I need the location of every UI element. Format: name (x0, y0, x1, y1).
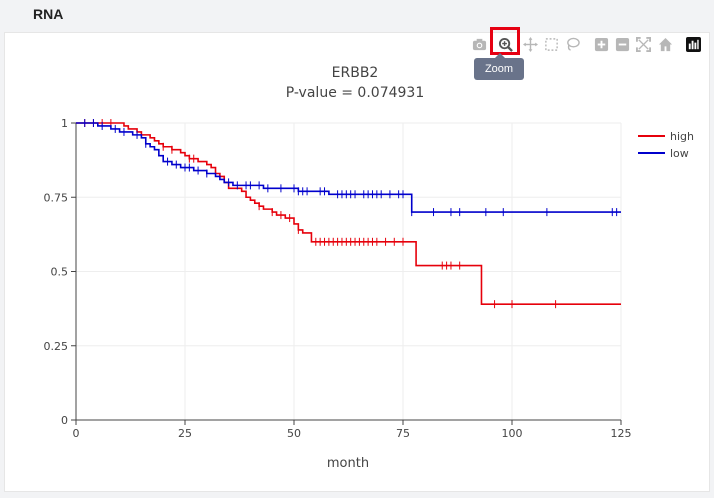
x-tick-label: 100 (502, 427, 523, 440)
y-tick-label: 0.25 (44, 340, 69, 353)
series-line-high[interactable] (76, 122, 621, 305)
x-tick-label: 0 (73, 427, 80, 440)
y-tick-label: 0.5 (51, 266, 69, 279)
series-layer (76, 119, 621, 309)
autoscale-icon[interactable] (634, 35, 652, 53)
legend-label-high[interactable]: high (670, 130, 694, 143)
lasso-select-icon[interactable] (563, 35, 581, 53)
y-tick-label: 0.75 (44, 191, 69, 204)
series-line-low[interactable] (76, 122, 621, 213)
x-tick-label: 75 (396, 427, 410, 440)
chart-card (4, 32, 710, 492)
home-icon[interactable] (656, 35, 674, 53)
chart-title: ERBB2 (332, 65, 379, 81)
zoom-icon[interactable] (496, 35, 514, 53)
plotly-logo-icon[interactable] (684, 35, 702, 53)
x-tick-label: 50 (287, 427, 301, 440)
x-tick-label: 125 (611, 427, 632, 440)
camera-icon[interactable] (470, 35, 488, 53)
axes: 0 25 50 75 100 125 0 0.25 0.5 0.75 1 (44, 117, 632, 440)
box-select-icon[interactable] (542, 35, 560, 53)
chart-subtitle: P-value = 0.074931 (286, 85, 424, 101)
zoom-button-highlight (490, 27, 520, 55)
grid (76, 122, 622, 420)
x-tick-label: 25 (178, 427, 192, 440)
panel-title: RNA (33, 6, 64, 22)
legend[interactable]: high low (638, 130, 694, 160)
legend-label-low[interactable]: low (670, 147, 689, 160)
y-tick-label: 1 (61, 117, 68, 130)
pan-icon[interactable] (521, 35, 539, 53)
y-tick-label: 0 (61, 414, 68, 427)
zoom-tooltip: Zoom (474, 53, 524, 80)
zoom-out-icon[interactable] (613, 35, 631, 53)
x-axis-title: month (327, 456, 369, 471)
zoom-in-icon[interactable] (592, 35, 610, 53)
